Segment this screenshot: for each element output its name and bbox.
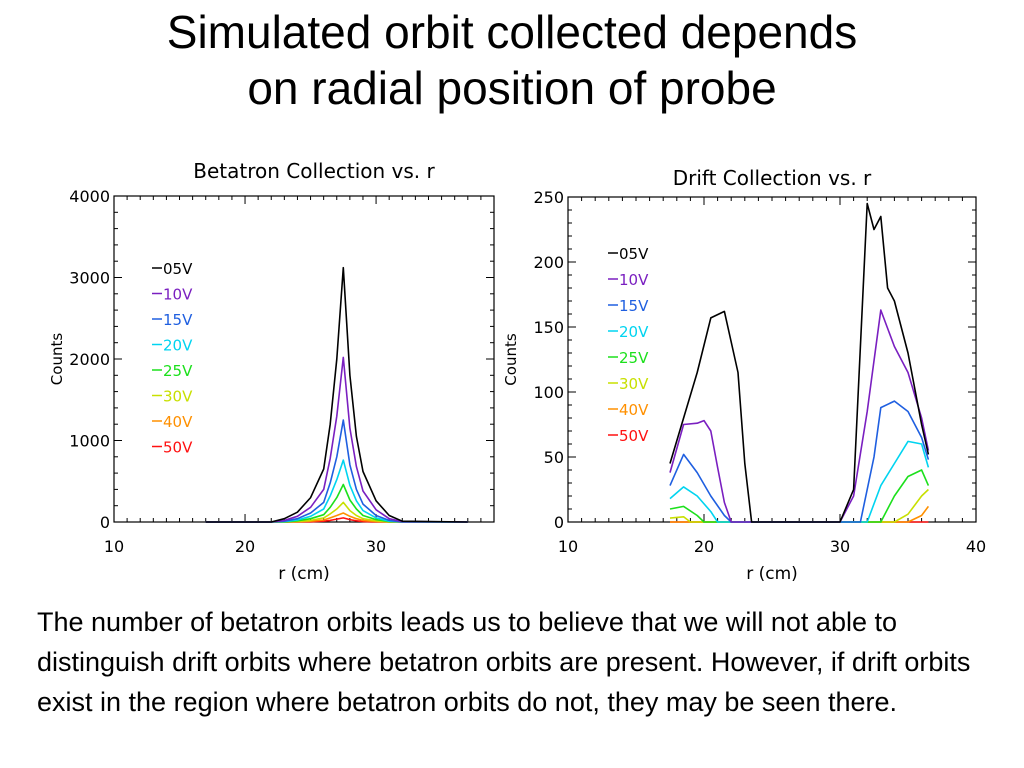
drift-x-tick-label: 10 <box>558 537 578 556</box>
drift-chart: Drift Collection vs. r 0 50 100 150 200 250 10 2… <box>502 166 986 584</box>
drift-y-tick-label: 100 <box>533 383 564 402</box>
betatron-chart: Betatron Collection vs. r 0 1000 2000 3000 40… <box>48 159 495 584</box>
drift-legend-label: 15V <box>619 297 649 315</box>
betatron-y-axis-label: Counts <box>48 333 66 386</box>
drift-y-axis-label: Counts <box>502 333 520 386</box>
drift-x-axis-label: r (cm) <box>746 564 798 584</box>
drift-legend-label: 30V <box>619 375 649 393</box>
drift-y-tick-label: 250 <box>533 188 564 207</box>
drift-series-line <box>669 469 930 523</box>
drift-x-tick-label: 30 <box>830 537 850 556</box>
betatron-plot-frame <box>113 195 495 523</box>
betatron-legend-label: 05V <box>163 260 193 278</box>
betatron-x-tick-label: 10 <box>104 537 124 556</box>
betatron-title: Betatron Collection vs. r <box>193 159 435 183</box>
betatron-x-tick-label: 20 <box>235 537 255 556</box>
drift-y-tick-label: 50 <box>544 448 564 467</box>
betatron-x-tick-label: 30 <box>366 537 386 556</box>
drift-series-line <box>669 400 930 523</box>
betatron-y-tick-label: 3000 <box>69 269 110 288</box>
betatron-legend-label: 25V <box>163 362 193 380</box>
drift-series-line <box>669 202 930 523</box>
drift-x-tick-label: 20 <box>694 537 714 556</box>
drift-y-tick-label: 200 <box>533 253 564 272</box>
betatron-legend-label: 15V <box>163 311 193 329</box>
drift-legend-label: 50V <box>619 427 649 445</box>
betatron-legend-label: 40V <box>163 413 193 431</box>
betatron-y-tick-label: 4000 <box>69 187 110 206</box>
drift-series-line <box>669 309 930 523</box>
betatron-legend-label: 20V <box>163 337 193 355</box>
betatron-series-line <box>205 459 468 523</box>
slide-title-line-2: on radial position of probe <box>247 62 777 114</box>
body-paragraph: The number of betatron orbits leads us t… <box>37 607 971 717</box>
betatron-y-tick-label: 0 <box>100 513 110 532</box>
slide-title: Simulated orbit collected depends on rad… <box>0 4 1024 116</box>
betatron-legend-label: 10V <box>163 286 193 304</box>
betatron-series-line <box>205 356 468 523</box>
betatron-x-axis-label: r (cm) <box>278 564 330 584</box>
drift-y-tick-label: 0 <box>554 513 564 532</box>
drift-series-line <box>669 440 930 523</box>
drift-legend-label: 40V <box>619 401 649 419</box>
drift-legend-label: 05V <box>619 245 649 263</box>
drift-legend-label: 10V <box>619 271 649 289</box>
betatron-series-line <box>205 266 468 523</box>
slide-title-line-1: Simulated orbit collected depends <box>166 6 858 58</box>
betatron-y-tick-label: 2000 <box>69 350 110 369</box>
drift-legend-label: 25V <box>619 349 649 367</box>
drift-title: Drift Collection vs. r <box>673 166 872 190</box>
betatron-series-line <box>205 419 468 523</box>
betatron-legend-label: 50V <box>163 439 193 457</box>
drift-y-tick-label: 150 <box>533 318 564 337</box>
betatron-legend-label: 30V <box>163 388 193 406</box>
drift-x-tick-label: 40 <box>966 537 986 556</box>
betatron-y-tick-label: 1000 <box>69 432 110 451</box>
drift-legend-label: 20V <box>619 323 649 341</box>
